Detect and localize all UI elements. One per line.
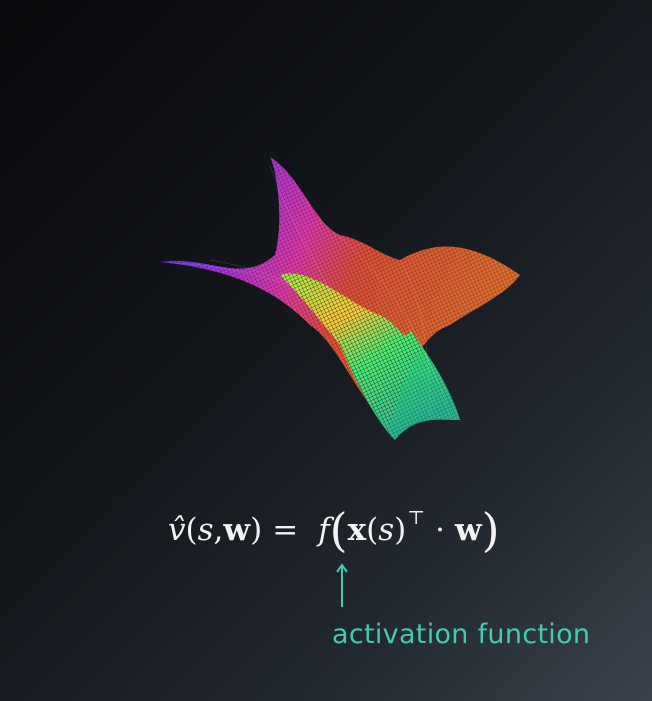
activation-f-symbol: f [318, 512, 330, 548]
wireframe-surface-icon [160, 157, 520, 440]
open-paren: ( [185, 512, 198, 548]
inner-close-paren: ) [394, 512, 407, 548]
transpose-symbol: ⊤ [407, 507, 426, 529]
dot-operator: · [435, 512, 445, 548]
big-open-paren: ( [329, 503, 348, 557]
feature-x-symbol: x [347, 512, 367, 548]
big-close-paren: ) [481, 503, 500, 557]
close-paren: ) [250, 512, 263, 548]
weights-symbol: w [223, 512, 251, 548]
weights-symbol-2: w [454, 512, 482, 548]
value-function-equation: v̂ ( s , w ) = f ( x ( s ) ⊤ · w ) [168, 500, 500, 560]
state-symbol: s [197, 512, 214, 548]
inner-state-symbol: s [378, 512, 395, 548]
comma: , [213, 512, 224, 548]
up-arrow-icon [336, 563, 348, 607]
inner-open-paren: ( [366, 512, 379, 548]
equals-sign: = [272, 512, 299, 548]
activation-function-label: activation function [332, 619, 591, 650]
v-hat-symbol: v̂ [168, 512, 186, 548]
